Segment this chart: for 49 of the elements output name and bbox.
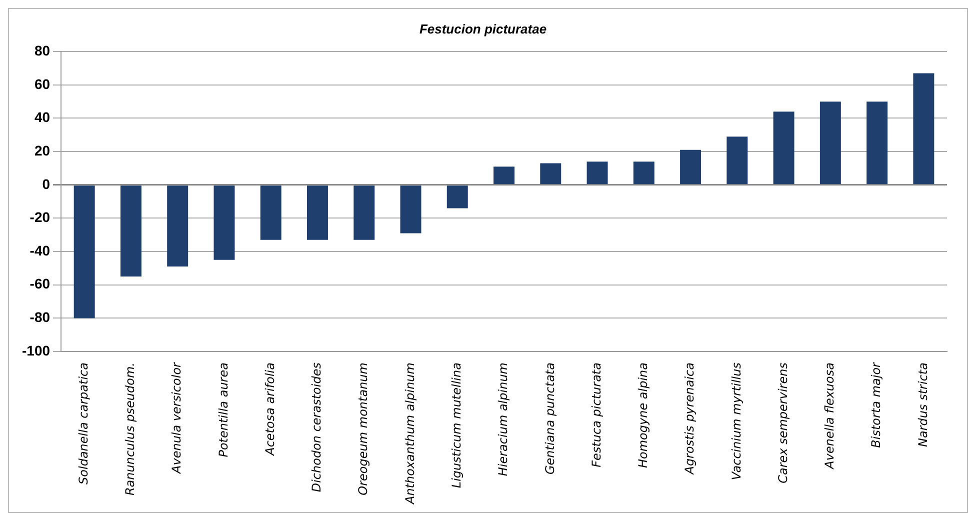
x-tick-label: Bistorta major: [869, 361, 884, 448]
bar: [820, 102, 841, 184]
x-tick-label: Carex sempervirens: [776, 362, 790, 484]
y-tick-label: 80: [34, 42, 50, 58]
x-tick-label: Ranunculus pseudom.: [123, 362, 138, 496]
bar: [633, 162, 654, 184]
bar: [913, 73, 934, 184]
x-tick-label: Ligusticum mutellina: [450, 362, 464, 488]
x-tick-label: Festuca picturata: [589, 362, 604, 468]
x-tick-label: Dichodon cerastoides: [310, 362, 324, 492]
y-tick-label: -100: [22, 342, 50, 358]
x-tick-label: Vaccinium myrtillus: [729, 362, 744, 480]
y-tick-label: -80: [30, 309, 50, 326]
y-tick-label: -20: [30, 209, 50, 226]
bar: [260, 186, 282, 240]
x-tick-label: Anthoxanthum alpinum: [402, 362, 417, 506]
x-tick-label: Homogyne alpina: [636, 362, 650, 468]
x-tick-label: Potentilla aurea: [216, 362, 230, 458]
bar: [866, 102, 888, 184]
bar: [494, 166, 514, 184]
bar: [74, 186, 95, 318]
x-tick-label: Agrostis pyrenaica: [682, 362, 697, 476]
bar: [167, 186, 188, 267]
x-tick-label: Oreogeum montanum: [356, 362, 370, 496]
bar: [446, 186, 468, 208]
y-tick-label: 0: [42, 176, 50, 192]
x-tick-label: Soldanella carpatica: [76, 362, 90, 484]
y-tick-label: -40: [30, 242, 50, 258]
bar: [586, 162, 608, 184]
bar: [306, 186, 328, 240]
y-tick-label: -60: [30, 276, 50, 292]
bar: [773, 112, 794, 184]
bar: [680, 150, 702, 184]
y-tick-label: 60: [34, 76, 50, 92]
x-tick-label: Hieracium alpinum: [496, 362, 510, 476]
chart-title: Festucion picturatae: [419, 21, 547, 36]
bar: [354, 186, 375, 240]
y-tick-label: 20: [34, 142, 50, 158]
x-tick-label: Gentiana punctata: [542, 362, 557, 475]
x-tick-label: Avenula versicolor: [170, 361, 184, 474]
bar: [540, 163, 562, 184]
bar: [726, 136, 748, 184]
x-tick-label: Avenella flexuosa: [822, 362, 837, 470]
bar: [120, 186, 142, 277]
bar: [214, 186, 235, 260]
x-tick-label: Nardus stricta: [916, 362, 930, 447]
y-tick-label: 40: [34, 109, 50, 126]
x-tick-label: Acetosa arifolia: [262, 362, 277, 456]
bar: [400, 186, 422, 234]
